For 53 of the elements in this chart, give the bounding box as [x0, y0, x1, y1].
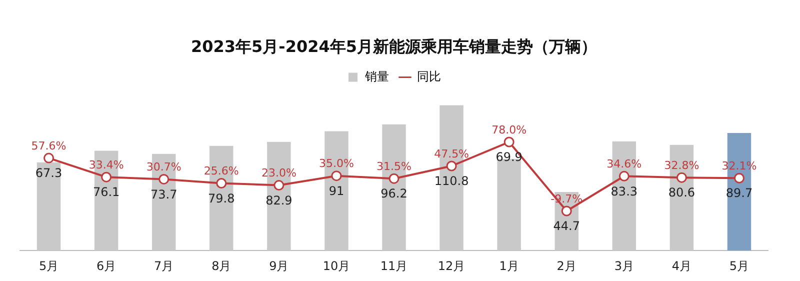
x-tick-label: 2月 — [556, 258, 576, 273]
point — [388, 173, 400, 184]
point — [274, 180, 284, 191]
data-label: 57.6% — [31, 139, 66, 152]
bar — [36, 162, 61, 251]
legend-label: 销量 — [364, 69, 389, 84]
data-label: 35.0% — [318, 157, 354, 170]
point — [504, 136, 514, 148]
point — [618, 170, 630, 182]
legend-label: 同比 — [417, 69, 441, 84]
x-tick-label: 10月 — [322, 258, 350, 273]
x-tick-label: 4月 — [672, 258, 692, 273]
x-tick-label: 7月 — [154, 258, 174, 273]
x-tick-label: 12月 — [438, 258, 466, 273]
data-label: 67.3 — [35, 166, 62, 180]
x-tick-label: 11月 — [380, 258, 408, 273]
data-label: 110.8 — [434, 174, 469, 188]
data-label: 80.6 — [668, 186, 696, 200]
data-label: 96.2 — [380, 186, 408, 201]
data-label: 82.9 — [266, 193, 292, 208]
data-label: 32.8% — [664, 158, 700, 172]
point — [734, 172, 744, 184]
x-tick-label: 5月 — [38, 258, 59, 273]
x-tick-label: 5月 — [729, 258, 750, 273]
point — [331, 170, 342, 182]
x-tick-label: 8月 — [212, 258, 232, 273]
data-label: 73.7 — [150, 187, 178, 202]
x-tick-label: 1月 — [499, 258, 519, 273]
data-label: 76.1 — [92, 185, 120, 200]
point — [676, 172, 687, 183]
point — [44, 152, 54, 164]
data-label: 31.5% — [376, 160, 412, 173]
data-label: 47.5% — [434, 147, 470, 160]
point — [158, 174, 170, 184]
data-label: 83.3 — [610, 184, 638, 198]
data-label: 44.7 — [553, 219, 580, 234]
point — [216, 178, 227, 188]
point — [101, 172, 112, 182]
x-tick-label: 9月 — [269, 258, 289, 273]
point — [561, 206, 572, 216]
data-label: 69.9 — [496, 150, 522, 164]
data-label: 33.4% — [88, 158, 124, 172]
data-label: 30.7% — [146, 160, 182, 174]
data-label: 25.6% — [204, 164, 239, 178]
x-tick-label: 3月 — [614, 258, 634, 273]
x-tick-label: 6月 — [96, 258, 116, 273]
data-label: 78.0% — [492, 123, 527, 136]
data-label: 91 — [328, 184, 344, 198]
data-label: 34.6% — [606, 158, 642, 171]
data-label: 23.0% — [261, 166, 296, 180]
chart-title: 2023年5月-2024年5月新能源乘用车销量走势（万辆） — [191, 36, 597, 56]
point — [446, 160, 457, 172]
data-label: 79.8 — [208, 191, 235, 206]
